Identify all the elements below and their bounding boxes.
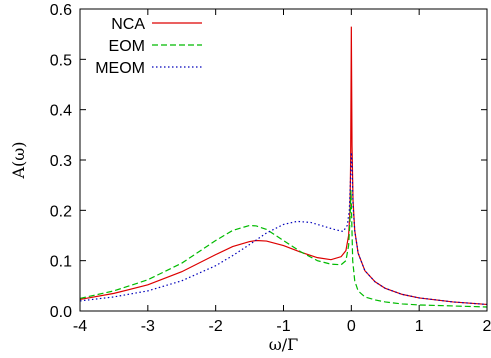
series-line-meom [79, 152, 488, 306]
y-tick-label: 0.2 [50, 203, 72, 220]
y-tick-label: 0.3 [50, 153, 72, 170]
x-tick-label: -1 [276, 318, 290, 335]
x-tick-label: -2 [209, 318, 223, 335]
y-tick-label: 0.6 [50, 2, 72, 19]
series-line-eom [79, 190, 488, 308]
ticks-layer: -4 -3 -2 -1 0 1 2 0.0 0.1 0.2 0.3 0.4 0.5 0.6 [50, 2, 491, 335]
x-tick-label: 2 [483, 318, 491, 335]
legend-label-nca: NCA [111, 16, 145, 33]
y-tick-label: 0.1 [50, 254, 72, 271]
legend-label-eom: EOM [109, 38, 145, 55]
legend-label-meom: MEOM [95, 60, 145, 77]
y-axis-label: A(ω) [9, 141, 28, 179]
legend: NCA EOM MEOM [95, 16, 202, 77]
y-tick-label: 0.4 [50, 103, 72, 120]
curves-layer [79, 26, 488, 308]
series-line-nca [79, 26, 488, 306]
x-axis-label: ω/Γ [269, 335, 299, 354]
x-tick-label: -3 [141, 318, 155, 335]
x-tick-label: 0 [347, 318, 356, 335]
y-tick-label: 0.0 [50, 304, 72, 321]
x-tick-label: 1 [415, 318, 424, 335]
x-tick-label: -4 [73, 318, 87, 335]
y-tick-label: 0.5 [50, 52, 72, 69]
